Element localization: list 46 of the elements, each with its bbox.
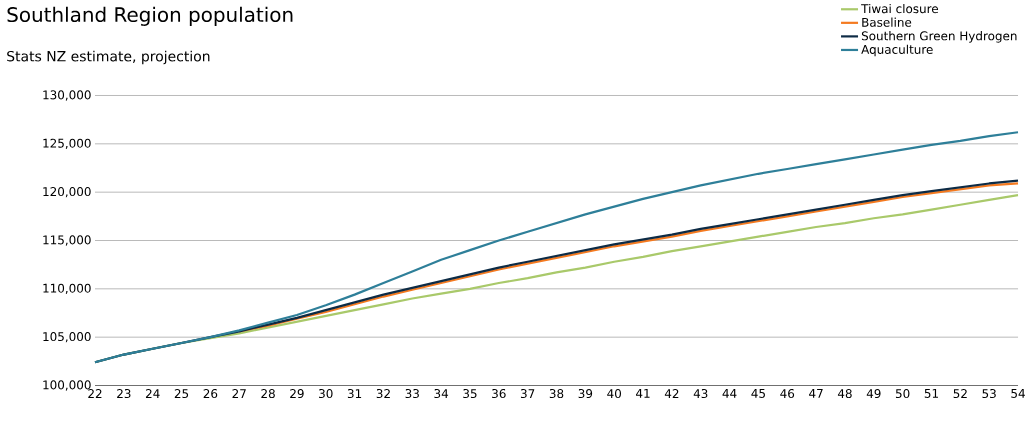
x-tick-label: 33 [405, 389, 419, 399]
x-tick-label: 40 [607, 389, 622, 399]
y-tick-label: 105,000 [43, 332, 91, 343]
x-tick-label: 50 [895, 389, 910, 399]
x-tick-label: 38 [549, 389, 564, 399]
legend-label: Aquaculture [861, 44, 933, 57]
x-tick-label: 22 [88, 389, 102, 399]
x-tick-label: 34 [434, 389, 449, 399]
y-tick-label: 125,000 [43, 138, 91, 150]
x-tick-label: 43 [693, 389, 708, 399]
x-tick-label: 45 [751, 389, 765, 399]
x-tick-label: 26 [203, 389, 218, 399]
x-tick-label: 36 [492, 389, 506, 399]
x-tick-label: 31 [347, 389, 362, 399]
y-tick-label: 130,000 [43, 90, 91, 101]
x-tick-label: 35 [463, 389, 477, 399]
legend-label: Tiwai closure [861, 4, 939, 14]
x-tick-label: 32 [376, 389, 390, 399]
x-tick-label: 52 [953, 389, 967, 399]
x-tick-label: 49 [866, 389, 881, 399]
x-tick-label: 41 [636, 389, 650, 398]
legend-label: Southern Green Hydrogen [861, 31, 1017, 43]
chart-subtitle: Stats NZ estimate, projection [7, 50, 210, 65]
x-tick-label: 47 [809, 389, 823, 398]
x-tick-label: 53 [982, 389, 996, 399]
x-tick-label: 28 [261, 389, 275, 399]
x-tick-label: 30 [319, 389, 333, 399]
x-tick-label: 48 [837, 389, 852, 399]
y-tick-label: 110,000 [43, 283, 91, 295]
y-tick-label: 115,000 [43, 235, 91, 246]
x-tick-label: 24 [145, 389, 160, 399]
x-tick-label: 29 [290, 389, 304, 399]
x-tick-label: 37 [520, 389, 535, 399]
x-tick-label: 42 [664, 389, 679, 399]
y-tick-label: 120,000 [43, 187, 91, 198]
y-tick-label: 100,000 [43, 380, 91, 391]
x-tick-label: 23 [117, 389, 131, 399]
x-tick-label: 51 [924, 389, 938, 399]
chart-title: Southland Region population [7, 6, 293, 27]
x-tick-label: 27 [232, 389, 246, 399]
x-tick-label: 25 [174, 389, 189, 399]
x-tick-label: 46 [780, 389, 795, 399]
x-tick-label: 44 [722, 389, 737, 398]
x-tick-label: 39 [578, 389, 593, 399]
legend-label: Baseline [862, 17, 912, 28]
x-tick-label: 54 [1011, 389, 1025, 399]
